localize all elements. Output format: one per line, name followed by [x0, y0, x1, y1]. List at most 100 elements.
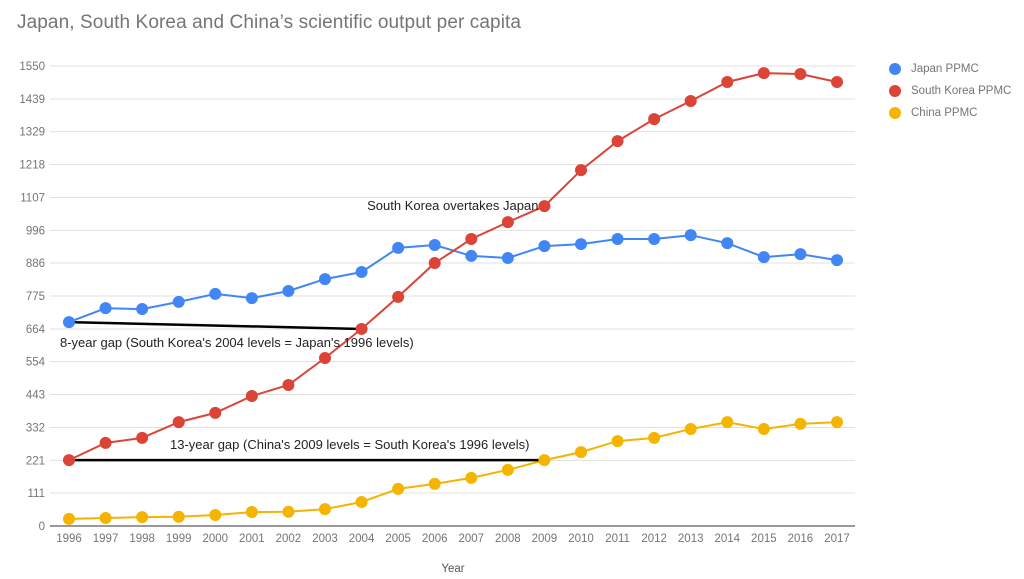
data-point	[392, 482, 405, 495]
y-tick-label: 332	[26, 422, 45, 434]
data-point	[757, 251, 770, 264]
y-tick-label: 1439	[19, 94, 45, 106]
annotation-text: South Korea overtakes Japan	[367, 198, 538, 213]
x-tick-label: 2010	[568, 533, 594, 545]
gridlines	[50, 65, 855, 527]
data-point	[99, 302, 112, 315]
x-tick-label: 2012	[641, 533, 667, 545]
y-tick-label: 221	[26, 455, 45, 467]
series-line-japan-ppmc	[68, 234, 838, 324]
data-point	[136, 303, 149, 316]
data-point	[319, 352, 331, 365]
data-point	[63, 512, 75, 525]
y-tick-label: 0	[39, 521, 45, 533]
data-point	[538, 454, 551, 467]
annotation-line	[68, 320, 362, 331]
data-point	[465, 471, 478, 484]
y-tick-label: 443	[26, 390, 45, 402]
data-point	[172, 510, 185, 523]
legend-label: China PPMC	[911, 107, 978, 119]
data-point	[172, 416, 185, 429]
data-point	[99, 511, 112, 524]
x-tick-label: 2015	[751, 533, 777, 545]
data-point	[282, 379, 295, 392]
data-point	[172, 295, 185, 308]
data-point	[465, 249, 478, 262]
data-point	[63, 316, 75, 329]
x-tick-label: 2011	[605, 533, 630, 545]
x-tick-label: 2003	[312, 533, 338, 545]
legend-marker-icon	[889, 107, 901, 119]
data-point	[794, 248, 807, 261]
x-tick-label: 2000	[202, 533, 228, 545]
data-point	[392, 290, 405, 303]
data-point	[136, 431, 149, 444]
data-point	[136, 511, 149, 524]
y-tick-label: 1550	[19, 61, 45, 73]
data-point	[831, 416, 843, 429]
data-point	[428, 257, 441, 270]
legend-item: China PPMC	[889, 102, 1011, 124]
x-tick-label: 2004	[349, 533, 375, 545]
data-point	[648, 431, 661, 444]
x-tick-label: 1999	[166, 533, 192, 545]
data-point	[648, 233, 661, 246]
data-point	[319, 273, 331, 286]
x-axis-ticks: 1996 1997 1998 1999 2000 2001 2002 2003 2004 2005…	[56, 533, 850, 545]
data-point	[831, 76, 843, 89]
data-point	[209, 406, 222, 419]
data-point	[209, 287, 222, 300]
data-point	[684, 95, 697, 108]
x-tick-label: 2006	[422, 533, 448, 545]
data-point	[575, 164, 587, 177]
y-tick-label: 775	[26, 291, 45, 303]
legend: Japan PPMC South Korea PPMC China PPMC	[889, 58, 1011, 124]
data-point	[428, 238, 441, 251]
data-point	[575, 446, 587, 459]
x-tick-label: 2007	[458, 533, 484, 545]
annotation-text: 8-year gap (South Korea's 2004 levels = …	[60, 335, 414, 350]
data-point	[538, 200, 551, 213]
data-point	[392, 241, 405, 254]
data-point	[611, 435, 624, 448]
y-tick-label: 664	[26, 324, 46, 336]
data-point	[757, 67, 770, 80]
legend-label: South Korea PPMC	[911, 85, 1012, 97]
x-tick-label: 1997	[93, 533, 119, 545]
data-point	[721, 237, 734, 250]
data-point	[501, 216, 514, 229]
x-tick-label: 2002	[276, 533, 302, 545]
y-tick-label: 554	[26, 357, 46, 369]
data-point	[245, 390, 258, 403]
x-axis-title: Year	[441, 563, 464, 575]
chart-title: Japan, South Korea and China’s scientifi…	[17, 12, 522, 33]
x-tick-label: 2014	[714, 533, 740, 545]
data-point	[501, 463, 514, 476]
x-tick-label: 2008	[495, 533, 521, 545]
data-point	[99, 436, 112, 449]
data-point	[831, 254, 843, 267]
data-point	[428, 477, 441, 490]
legend-marker-icon	[889, 63, 901, 75]
data-point	[319, 503, 331, 516]
data-point	[684, 229, 697, 242]
data-point	[611, 233, 624, 246]
y-axis-ticks: 0 111 221 332 443 554 664 775 886 996 1107 1218 1329…	[19, 61, 45, 533]
x-tick-label: 1998	[129, 533, 155, 545]
data-point	[501, 252, 514, 265]
x-tick-label: 1996	[56, 533, 82, 545]
data-point	[538, 240, 551, 253]
data-point	[355, 265, 368, 278]
x-tick-label: 2009	[532, 533, 558, 545]
annotation-lines	[68, 320, 545, 462]
series-points	[63, 67, 843, 525]
data-point	[648, 113, 661, 126]
x-tick-label: 2001	[239, 533, 265, 545]
x-tick-label: 2017	[824, 533, 850, 545]
x-tick-label: 2005	[385, 533, 411, 545]
series-line-south-korea-ppmc	[68, 72, 838, 462]
y-tick-label: 1329	[19, 127, 45, 139]
data-point	[794, 68, 807, 81]
data-point	[721, 416, 734, 429]
legend-item: South Korea PPMC	[889, 80, 1011, 102]
